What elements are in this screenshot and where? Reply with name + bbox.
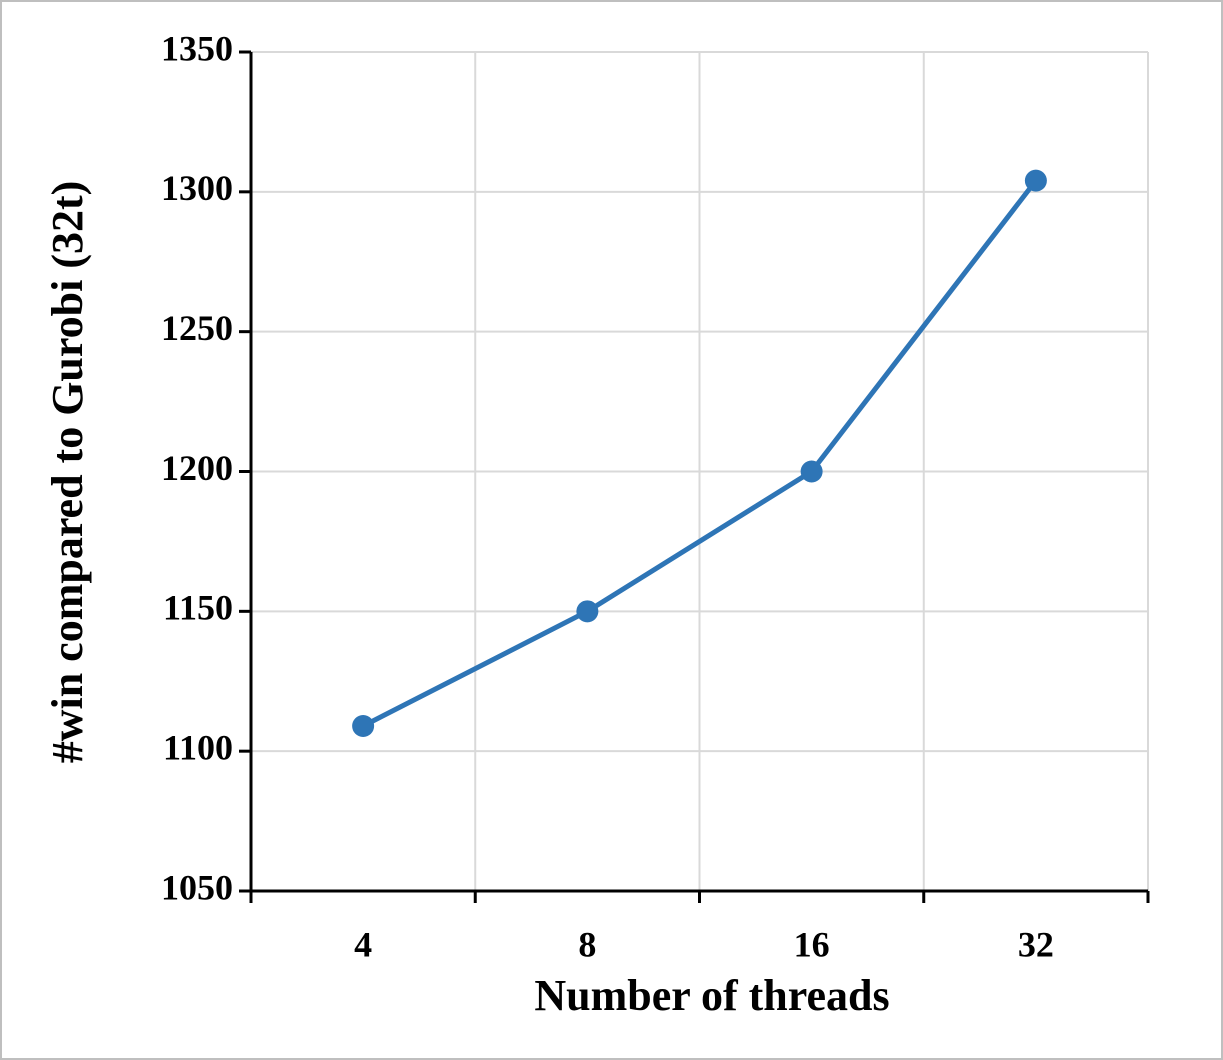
y-tick-label: 1300	[161, 168, 233, 208]
x-tick-label: 4	[354, 924, 372, 964]
y-tick-label: 1200	[161, 448, 233, 488]
line-series	[361, 179, 1038, 729]
y-tick-label: 1150	[163, 588, 233, 628]
x-tick-label: 32	[1018, 924, 1054, 964]
data-point	[1024, 169, 1047, 192]
x-tick-label: 8	[578, 924, 596, 964]
y-tick-label: 1100	[163, 727, 233, 767]
y-axis-title: #win compared to Gurobi (32t)	[43, 181, 92, 764]
y-tick-label: 1250	[161, 308, 233, 348]
y-tick-label: 1050	[161, 867, 233, 907]
x-tick-label: 16	[794, 924, 830, 964]
data-point	[352, 714, 375, 737]
x-axis-title: Number of threads	[534, 971, 889, 1020]
data-point	[800, 460, 823, 483]
data-point	[576, 600, 599, 623]
y-tick-label: 1350	[161, 28, 233, 68]
